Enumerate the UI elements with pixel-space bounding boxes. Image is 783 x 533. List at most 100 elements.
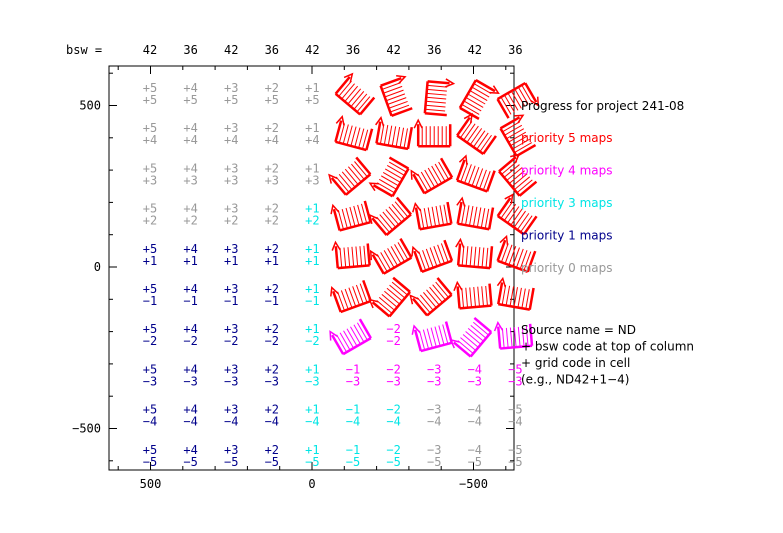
map-hatch (514, 142, 533, 154)
map-hatch (425, 108, 446, 112)
map-base (334, 92, 361, 116)
map-hatch (426, 289, 440, 306)
map-hatch (503, 164, 520, 178)
map-side (399, 238, 413, 259)
cell-code-x: +4 (183, 242, 197, 256)
map-hatch (363, 245, 367, 266)
cell-code-y: −4 (183, 415, 197, 429)
cell-code-x: +5 (143, 403, 157, 417)
map-arrowhead (493, 320, 504, 332)
cell-code-y: +2 (265, 214, 279, 228)
legend: priority 5 maps priority 4 maps priority 3… (521, 131, 612, 275)
y-tick-label: −500 (72, 422, 101, 436)
map-base (420, 341, 453, 353)
axis-ticks (109, 66, 514, 470)
bsw-code: 36 (183, 43, 197, 57)
cell-code-y: −3 (508, 374, 522, 388)
map-side (456, 286, 461, 309)
map-hatch (462, 334, 479, 348)
cell-code-y: −1 (183, 294, 197, 308)
map-arrowhead (411, 245, 421, 257)
map-side (487, 207, 495, 230)
map-marker (496, 276, 535, 311)
map-side (372, 184, 394, 198)
map-side (473, 316, 493, 334)
map-marker (496, 234, 537, 273)
cell-code-y: +5 (143, 93, 157, 107)
cell-code-y: −4 (143, 415, 157, 429)
map-hatch (467, 93, 486, 105)
map-hatch (376, 216, 390, 233)
map-hatch (517, 326, 521, 347)
map-arrowhead (456, 196, 466, 207)
cell-code-x: +4 (183, 322, 197, 336)
cell-code-y: −2 (265, 334, 279, 348)
bsw-code: 42 (468, 43, 482, 57)
cell-code-x: +4 (183, 443, 197, 457)
map-arrowhead (331, 240, 341, 251)
cell-code-x: +5 (143, 322, 157, 336)
map-marker (331, 240, 371, 270)
map-base (497, 259, 529, 273)
map-hatch (359, 246, 363, 267)
map-hatch (463, 100, 482, 112)
cell-code-x: +2 (265, 403, 279, 417)
cell-code-y: +4 (183, 133, 197, 147)
map-side (371, 301, 391, 318)
cell-code-y: −4 (346, 415, 360, 429)
note-line: (e.g., ND42+1−4) (521, 373, 630, 387)
map-marker (368, 156, 410, 198)
cell-code-x: +3 (224, 121, 238, 135)
cell-code-x: +2 (265, 202, 279, 216)
map-side (366, 243, 371, 266)
map-hatch (386, 165, 405, 176)
bsw-code: 36 (508, 43, 522, 57)
map-hatch (342, 124, 349, 144)
map-hatch (341, 208, 348, 229)
map-arrowhead (530, 96, 540, 108)
map-hatch (416, 297, 431, 314)
map-side (436, 277, 453, 296)
map-side (488, 246, 494, 269)
map-hatch (354, 127, 361, 148)
map-side (412, 173, 426, 194)
map-side (485, 170, 496, 192)
map-arrowhead (375, 116, 385, 127)
map-hatch (516, 179, 533, 194)
map-hatch (516, 213, 530, 231)
map-marker (413, 118, 452, 148)
map-arrowhead (458, 154, 468, 165)
cell-code-x: −4 (468, 443, 482, 457)
cell-code-y: −4 (224, 415, 238, 429)
map-side (392, 276, 411, 293)
map-hatch (461, 103, 480, 115)
cell-code-y: +1 (224, 254, 238, 268)
cell-code-x: +1 (305, 443, 319, 457)
cell-code-y: +2 (183, 214, 197, 228)
map-hatch (509, 286, 515, 307)
map-base (457, 222, 490, 231)
map-side (355, 156, 372, 176)
map-hatch (399, 127, 405, 148)
map-hatch (465, 246, 469, 267)
map-hatch (460, 162, 469, 182)
map-hatch (506, 128, 525, 140)
cell-code-x: +3 (224, 202, 238, 216)
map-hatch (356, 322, 368, 341)
map-hatch (431, 206, 437, 227)
map-hatch (484, 208, 490, 229)
map-hatch (473, 83, 492, 95)
map-hatch (468, 206, 474, 226)
map-hatch (525, 289, 530, 310)
map-hatch (485, 247, 489, 268)
cell-code-x: +2 (265, 242, 279, 256)
map-arrowhead (496, 276, 507, 288)
map-hatch (500, 96, 512, 115)
map-hatch (473, 246, 477, 267)
cell-code-y: −3 (265, 374, 279, 388)
cell-code-x: +5 (143, 443, 157, 457)
map-hatch (479, 169, 487, 189)
map-hatch (508, 170, 525, 184)
cell-code-y: +5 (305, 93, 319, 107)
map-hatch (425, 100, 446, 104)
